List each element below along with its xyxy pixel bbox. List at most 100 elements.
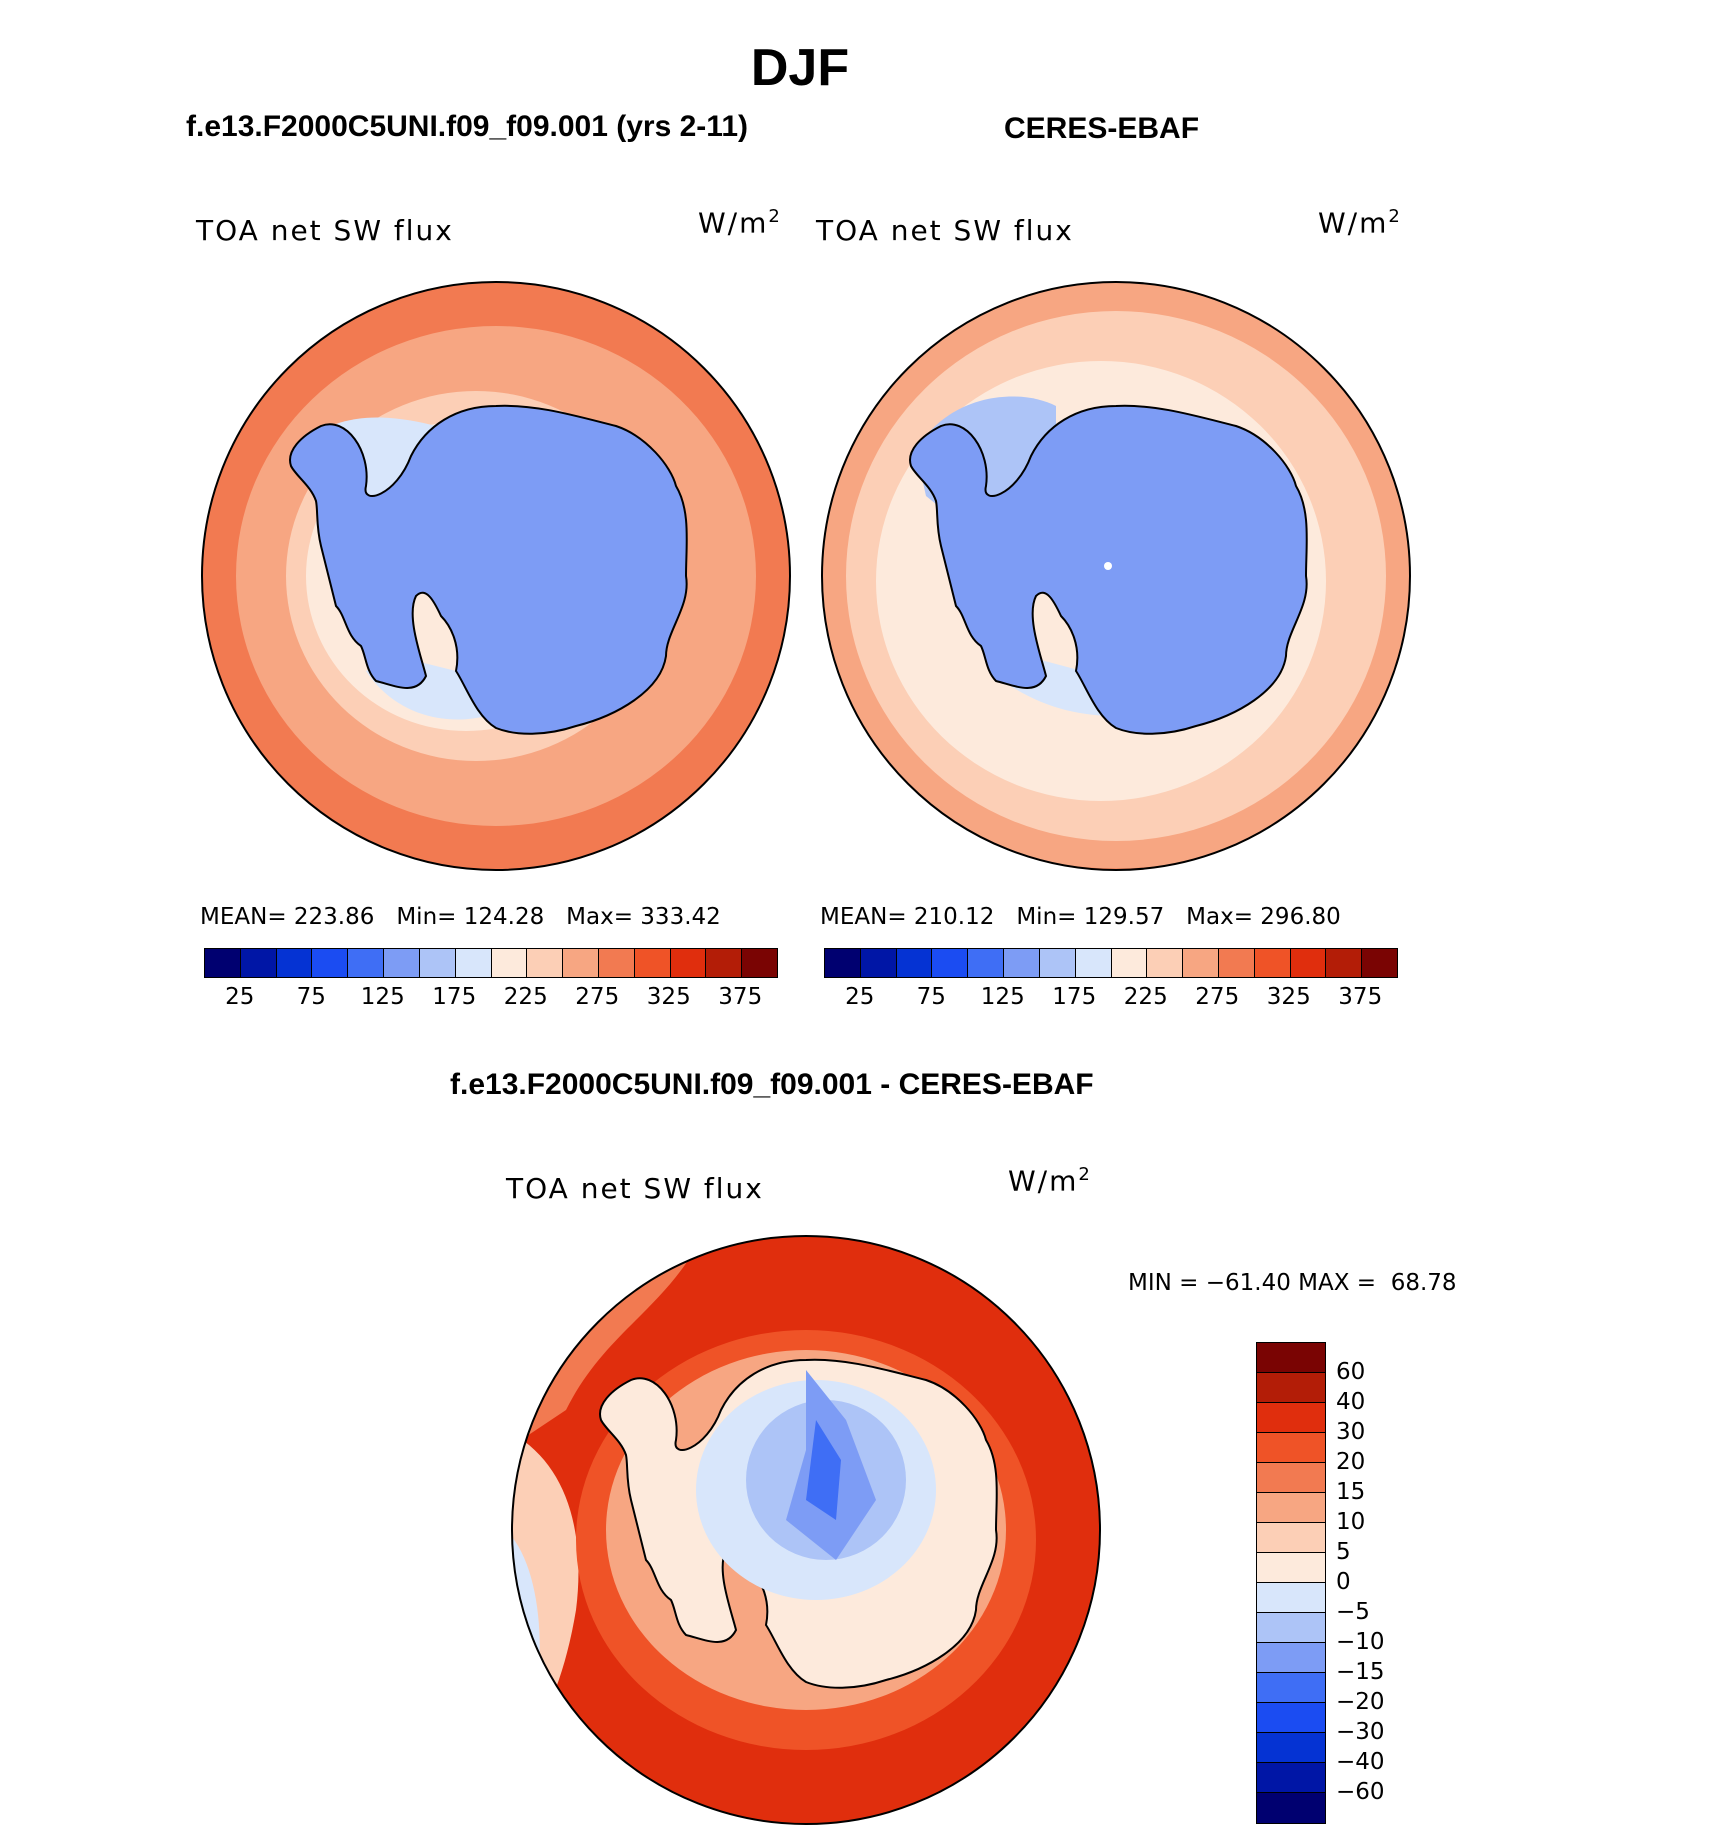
colorbar-tick-label: 75 [296, 984, 326, 1010]
colorbar-swatch [1257, 1643, 1325, 1673]
colorbar-swatch [1257, 1523, 1325, 1553]
colorbar-tick-label: 25 [845, 984, 875, 1010]
colorbar-swatch [312, 949, 349, 977]
map-diff [511, 1235, 1101, 1825]
colorbar-tick-label: 20 [1336, 1449, 1366, 1475]
panel-title-model: f.e13.F2000C5UNI.f09_f09.001 (yrs 2-11) [186, 110, 749, 143]
units-label-obs: W/m2 [1318, 206, 1402, 240]
colorbar-tick-label: 75 [916, 984, 946, 1010]
colorbar-tick-label: −60 [1336, 1779, 1385, 1805]
colorbar-swatch [276, 949, 313, 977]
colorbar-tick-label: −15 [1336, 1659, 1385, 1685]
colorbar-swatch [932, 949, 969, 977]
variable-label-model: TOA net SW flux [196, 214, 454, 247]
colorbar-swatch [1257, 1613, 1325, 1643]
colorbar-diff [1256, 1342, 1326, 1824]
colorbar-swatch [1257, 1553, 1325, 1583]
colorbar-swatch [1039, 949, 1076, 977]
colorbar-obs-ticks: 25 75 125 175 225 275 325 375 [824, 984, 1396, 1014]
colorbar-swatch [348, 949, 385, 977]
colorbar-swatch [491, 949, 528, 977]
variable-label-obs: TOA net SW flux [816, 214, 1074, 247]
colorbar-tick-label: 60 [1336, 1359, 1366, 1385]
colorbar-tick-label: 5 [1336, 1539, 1351, 1565]
colorbar-tick-label: −5 [1336, 1599, 1370, 1625]
units-label-model: W/m2 [698, 206, 782, 240]
colorbar-swatch [1004, 949, 1040, 977]
colorbar-swatch [968, 949, 1005, 977]
colorbar-swatch [1257, 1793, 1325, 1823]
antarctica-model [289, 404, 688, 735]
colorbar-obs [824, 948, 1398, 978]
colorbar-swatch [1257, 1343, 1325, 1373]
colorbar-swatch [455, 949, 492, 977]
colorbar-swatch [1362, 949, 1397, 977]
colorbar-model-ticks: 25 75 125 175 225 275 325 375 [204, 984, 776, 1014]
colorbar-swatch [1257, 1583, 1325, 1613]
colorbar-swatch [1257, 1703, 1325, 1733]
colorbar-tick-label: 375 [718, 984, 763, 1010]
colorbar-tick-label: 10 [1336, 1509, 1366, 1535]
colorbar-tick-label: 375 [1338, 984, 1383, 1010]
colorbar-swatch [670, 949, 707, 977]
map-obs [821, 281, 1411, 871]
panel-title-obs: CERES-EBAF [1004, 112, 1200, 145]
colorbar-swatch [1290, 949, 1327, 977]
colorbar-tick-label: −20 [1336, 1689, 1385, 1715]
colorbar-tick-label: 0 [1336, 1569, 1351, 1595]
stats-obs: MEAN= 210.12 Min= 129.57 Max= 296.80 [820, 904, 1341, 930]
colorbar-swatch [1147, 949, 1184, 977]
colorbar-swatch [860, 949, 897, 977]
colorbar-swatch [1326, 949, 1363, 977]
panel-title-diff: f.e13.F2000C5UNI.f09_f09.001 - CERES-EBA… [450, 1068, 1094, 1101]
colorbar-tick-label: 30 [1336, 1419, 1366, 1445]
colorbar-swatch [240, 949, 277, 977]
colorbar-swatch [1257, 1433, 1325, 1463]
colorbar-swatch [1183, 949, 1219, 977]
main-title: DJF [750, 39, 850, 97]
colorbar-swatch [419, 949, 456, 977]
stats-model: MEAN= 223.86 Min= 124.28 Max= 333.42 [200, 904, 721, 930]
colorbar-tick-label: 125 [360, 984, 405, 1010]
colorbar-swatch [1257, 1403, 1325, 1433]
colorbar-tick-label: −10 [1336, 1629, 1385, 1655]
colorbar-tick-label: 225 [1123, 984, 1168, 1010]
colorbar-swatch [1257, 1493, 1325, 1523]
diff-minmax: MIN = −61.40 MAX = 68.78 [1128, 1270, 1457, 1296]
colorbar-swatch [1257, 1733, 1325, 1763]
map-model [201, 281, 791, 871]
colorbar-tick-label: 175 [1052, 984, 1097, 1010]
colorbar-tick-label: 40 [1336, 1389, 1366, 1415]
units-label-diff: W/m2 [1008, 1164, 1092, 1198]
colorbar-tick-label: 325 [646, 984, 691, 1010]
colorbar-swatch [1075, 949, 1112, 977]
colorbar-swatch [527, 949, 564, 977]
colorbar-swatch [563, 949, 599, 977]
colorbar-swatch [1257, 1373, 1325, 1403]
colorbar-swatch [825, 949, 861, 977]
colorbar-swatch [1254, 949, 1291, 977]
colorbar-tick-label: 175 [432, 984, 477, 1010]
colorbar-tick-label: 15 [1336, 1479, 1366, 1505]
colorbar-swatch [634, 949, 671, 977]
colorbar-swatch [1111, 949, 1148, 977]
colorbar-model [204, 948, 778, 978]
colorbar-swatch [205, 949, 241, 977]
colorbar-tick-label: 275 [575, 984, 620, 1010]
colorbar-diff-ticks: 60 40 30 20 15 10 5 0 −5 −10 −15 −20 −30 −40 −60 [1336, 1342, 1416, 1822]
variable-label-diff: TOA net SW flux [506, 1172, 764, 1205]
colorbar-swatch [598, 949, 635, 977]
colorbar-swatch [384, 949, 420, 977]
colorbar-tick-label: −30 [1336, 1719, 1385, 1745]
colorbar-swatch [896, 949, 933, 977]
colorbar-swatch [1257, 1763, 1325, 1793]
colorbar-tick-label: 325 [1266, 984, 1311, 1010]
colorbar-tick-label: 275 [1195, 984, 1240, 1010]
colorbar-swatch [742, 949, 777, 977]
colorbar-tick-label: 125 [980, 984, 1025, 1010]
colorbar-swatch [1257, 1463, 1325, 1493]
colorbar-swatch [706, 949, 743, 977]
colorbar-swatch [1218, 949, 1255, 977]
colorbar-swatch [1257, 1673, 1325, 1703]
colorbar-tick-label: 225 [503, 984, 548, 1010]
